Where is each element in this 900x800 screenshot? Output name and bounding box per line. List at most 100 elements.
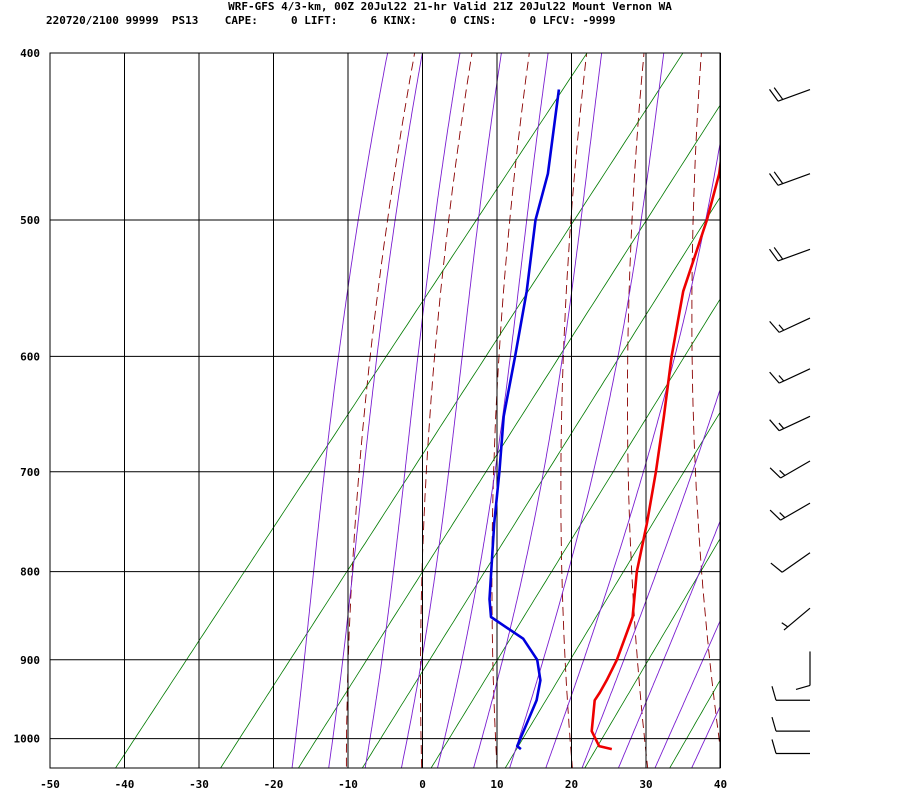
wind-barb — [769, 171, 811, 186]
barb-feather — [773, 87, 784, 100]
dry-adiabat — [627, 53, 649, 768]
dewpoint-profile — [488, 89, 561, 751]
barb-feather — [769, 371, 780, 384]
wind-barb — [769, 247, 811, 262]
barb-feather — [769, 419, 780, 432]
mixing-ratio-line — [361, 196, 720, 768]
barb-feather — [769, 467, 781, 479]
barb-feather — [773, 247, 784, 260]
barb-feather — [795, 684, 811, 691]
barb-feather — [769, 88, 779, 102]
pressure-tick-label: 1000 — [14, 733, 41, 746]
barb-half-feather — [778, 375, 785, 382]
moist-adiabat — [581, 388, 720, 768]
barb-feather — [769, 248, 779, 262]
moist-adiabat — [328, 53, 423, 768]
wind-barb — [770, 552, 811, 573]
barb-feather — [770, 562, 783, 573]
barb-feather — [771, 739, 777, 754]
pressure-tick-label: 800 — [20, 566, 40, 579]
pressure-tick-label: 400 — [20, 47, 40, 60]
temperature-tick-label: 40 — [714, 778, 727, 791]
moist-adiabat — [509, 53, 665, 768]
wind-barb — [769, 368, 811, 384]
barb-staff — [777, 88, 811, 102]
moist-adiabat — [545, 141, 720, 768]
wind-barb — [769, 460, 811, 479]
mixing-ratio-line — [584, 538, 720, 768]
barb-half-feather — [781, 622, 789, 628]
barb-staff — [781, 552, 811, 573]
sounding-title: WRF-GFS 4/3-km, 00Z 20Jul22 21-hr Valid … — [228, 0, 672, 13]
moist-adiabat — [291, 53, 389, 768]
barb-staff — [777, 248, 811, 262]
temperature-tick-label: 30 — [639, 778, 652, 791]
axes: 400 500 600 700 800 900 1000 -50 -40 -30 -20 -10 0 10… — [14, 47, 728, 791]
pressure-tick-label: 500 — [20, 214, 40, 227]
dry-adiabat — [754, 34, 799, 775]
temperature-tick-label: -50 — [40, 778, 60, 791]
sounding-profiles — [488, 89, 720, 751]
temperature-profile — [590, 157, 720, 751]
temperature-tick-label: -20 — [264, 778, 284, 791]
temperature-tick-label: 0 — [419, 778, 426, 791]
wind-barbs — [769, 87, 811, 755]
wind-barb — [795, 651, 811, 691]
wind-barb — [769, 317, 811, 333]
dry-adiabat — [420, 53, 473, 768]
barb-feather — [771, 716, 777, 732]
mixing-ratio-line — [430, 298, 720, 768]
dry-adiabat — [873, 34, 900, 775]
wind-barb — [771, 686, 810, 701]
barb-staff — [778, 317, 811, 333]
temperature-tick-label: 10 — [490, 778, 503, 791]
moist-adiabat — [617, 520, 720, 768]
temperature-tick-label: -10 — [338, 778, 358, 791]
pressure-tick-label: 900 — [20, 654, 40, 667]
wind-barb — [769, 502, 811, 521]
barb-feather — [769, 321, 780, 333]
barb-half-feather — [779, 469, 786, 476]
pressure-tick-label: 700 — [20, 466, 40, 479]
dry-adiabat — [560, 53, 588, 768]
pressure-tick-label: 600 — [20, 350, 40, 363]
mixing-ratio-line — [669, 679, 720, 768]
dry-adiabat — [691, 53, 720, 750]
wind-barb — [781, 607, 811, 631]
mixing-ratio-line — [297, 104, 720, 768]
mixing-ratio-line — [504, 411, 720, 768]
barb-half-feather — [778, 324, 785, 331]
temperature-tick-label: 20 — [565, 778, 578, 791]
temperature-tick-label: -30 — [189, 778, 209, 791]
plot-frame — [49, 52, 721, 769]
barb-staff — [780, 460, 811, 479]
grid — [49, 52, 721, 768]
mixing-ratio-line — [846, 34, 900, 775]
barb-feather — [769, 173, 779, 186]
wind-barb — [771, 739, 810, 755]
mixing-ratio-line — [115, 53, 588, 768]
barb-feather — [769, 509, 781, 521]
barb-staff — [780, 502, 811, 521]
barb-staff — [777, 173, 811, 186]
mixing-ratio-line — [220, 53, 684, 768]
wind-barb — [769, 415, 811, 432]
mixing-ratio-line — [755, 34, 900, 775]
temperature-tick-label: -40 — [115, 778, 135, 791]
moist-adiabat — [364, 53, 461, 768]
moist-adiabat — [654, 619, 720, 768]
dry-adiabat — [815, 34, 876, 775]
barb-feather — [773, 171, 784, 184]
dry-adiabat — [345, 53, 416, 768]
barb-staff — [778, 415, 811, 432]
barb-staff — [778, 368, 811, 384]
wind-barb — [771, 716, 810, 732]
moist-adiabat — [400, 53, 502, 768]
sounding-indices: 220720/2100 99999 PS13 CAPE: 0 LIFT: 6 K… — [46, 14, 616, 27]
barb-half-feather — [779, 512, 786, 519]
barb-feather — [771, 686, 777, 701]
wind-barb — [769, 87, 811, 102]
barb-half-feather — [778, 422, 785, 429]
barb-staff — [783, 607, 811, 631]
